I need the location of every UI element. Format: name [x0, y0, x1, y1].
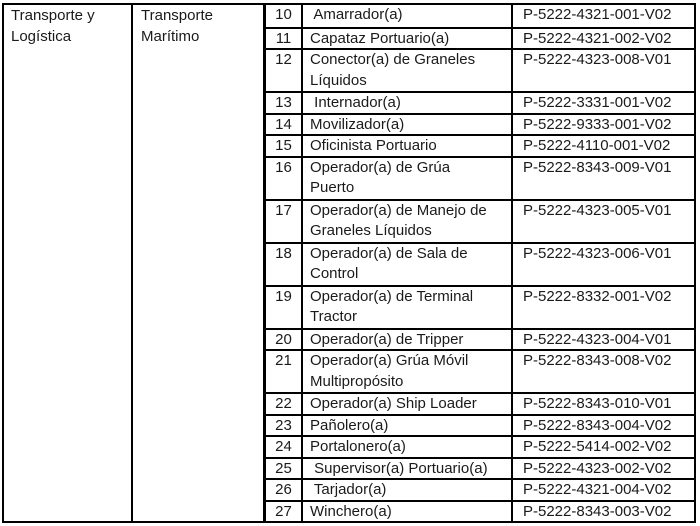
table-row: 11 Capataz Portuario(a) P-5222-4321-002-…: [266, 26, 694, 48]
job-title-cell: Amarrador(a): [303, 5, 513, 27]
row-number-cell: 10: [266, 5, 303, 27]
row-number-cell: 19: [266, 286, 303, 328]
code-cell: P-5222-8332-001-V02: [523, 287, 672, 305]
row-number-cell: 25: [266, 458, 303, 478]
table-row: 27 Winchero(a) P-5222-8343-003-V02: [266, 499, 694, 521]
job-title-cell: Operador(a) de Grúa Puerto: [303, 157, 513, 199]
row-number-cell: 24: [266, 437, 303, 457]
row-number-cell: 14: [266, 114, 303, 134]
code-cell: P-5222-9333-001-V02: [523, 115, 672, 133]
row-number-cell: 15: [266, 136, 303, 156]
row-number-cell: 11: [266, 28, 303, 48]
code-cell: P-5222-4321-002-V02: [523, 29, 672, 47]
job-title-cell: Oficinista Portuario: [303, 136, 513, 156]
code-cell: P-5222-4323-005-V01: [523, 201, 672, 219]
job-title-cell: Supervisor(a) Portuario(a): [303, 458, 513, 478]
code-cell: P-5222-8343-004-V02: [523, 416, 672, 434]
row-number-cell: 20: [266, 329, 303, 349]
job-title-cell: Operador(a) de Tripper: [303, 329, 513, 349]
table-row: 25 Supervisor(a) Portuario(a) P-5222-432…: [266, 456, 694, 478]
sector-cell: Transporte y Logística: [4, 5, 133, 521]
job-title-cell: Conector(a) de Graneles Líquidos: [303, 50, 513, 91]
row-number-cell: 23: [266, 415, 303, 435]
table-row: 21 Operador(a) Grúa Móvil Multipropósito…: [266, 349, 694, 392]
table-row: 22 Operador(a) Ship Loader P-5222-8343-0…: [266, 392, 694, 414]
row-number-cell: 17: [266, 200, 303, 242]
table-row: 12 Conector(a) de Graneles Líquidos P-52…: [266, 48, 694, 91]
code-cell: P-5222-3331-001-V02: [523, 94, 672, 111]
row-number-cell: 27: [266, 501, 303, 521]
code-cell: P-5222-4321-001-V02: [523, 6, 672, 23]
code-cell: P-5222-5414-002-V02: [523, 438, 672, 455]
row-number-cell: 26: [266, 480, 303, 500]
row-number-cell: 18: [266, 243, 303, 285]
code-cell: P-5222-4323-004-V01: [523, 330, 672, 348]
row-number-cell: 22: [266, 394, 303, 414]
table-row: 20 Operador(a) de Tripper P-5222-4323-00…: [266, 327, 694, 349]
code-cell: P-5222-8343-003-V02: [523, 502, 672, 520]
code-cell: P-5222-4323-002-V02: [523, 459, 672, 477]
job-title-cell: Movilizador(a): [303, 114, 513, 134]
table-row: 19 Operador(a) de Terminal Tractor P-522…: [266, 284, 694, 328]
job-title-cell: Operador(a) de Manejo de Graneles Líquid…: [303, 200, 513, 242]
code-cell: P-5222-4110-001-V02: [523, 137, 671, 154]
job-title-cell: Winchero(a): [303, 501, 513, 521]
subsector-cell: Transporte Marítimo: [133, 5, 266, 521]
table-row: 15 Oficinista Portuario P-5222-4110-001-…: [266, 134, 694, 156]
job-title-cell: Operador(a) Grúa Móvil Multipropósito: [303, 351, 513, 392]
table-row: 24 Portalonero(a) P-5222-5414-002-V02: [266, 435, 694, 457]
code-cell: P-5222-4321-004-V02: [523, 481, 672, 498]
table-row: 13 Internador(a) P-5222-3331-001-V02: [266, 91, 694, 113]
classification-table: Transporte y Logística Transporte Maríti…: [2, 3, 696, 523]
job-title-cell: Portalonero(a): [303, 437, 513, 457]
code-cell: P-5222-4323-008-V01: [523, 51, 672, 68]
table-row: 16 Operador(a) de Grúa Puerto P-5222-834…: [266, 155, 694, 199]
table-row: 23 Pañolero(a) P-5222-8343-004-V02: [266, 413, 694, 435]
table-row: 18 Operador(a) de Sala de Control P-5222…: [266, 241, 694, 285]
job-title-cell: Pañolero(a): [303, 415, 513, 435]
code-cell: P-5222-4323-006-V01: [523, 244, 672, 262]
code-cell: P-5222-8343-010-V01: [523, 395, 672, 412]
row-number-cell: 21: [266, 351, 303, 392]
occupation-rows: 10 Amarrador(a) P-5222-4321-001-V02 11 C…: [266, 5, 694, 521]
job-title-cell: Operador(a) de Sala de Control: [303, 243, 513, 285]
job-title-cell: Capataz Portuario(a): [303, 28, 513, 48]
table-row: 26 Tarjador(a) P-5222-4321-004-V02: [266, 478, 694, 500]
table-row: 10 Amarrador(a) P-5222-4321-001-V02: [266, 5, 694, 27]
table-row: 17 Operador(a) de Manejo de Graneles Líq…: [266, 198, 694, 242]
row-number-cell: 12: [266, 50, 303, 91]
job-title-cell: Operador(a) Ship Loader: [303, 394, 513, 414]
code-cell: P-5222-8343-009-V01: [523, 158, 672, 176]
job-title-cell: Internador(a): [303, 93, 513, 113]
job-title-cell: Operador(a) de Terminal Tractor: [303, 286, 513, 328]
row-number-cell: 13: [266, 93, 303, 113]
table-row: 14 Movilizador(a) P-5222-9333-001-V02: [266, 112, 694, 134]
code-cell: P-5222-8343-008-V02: [523, 352, 672, 369]
row-number-cell: 16: [266, 157, 303, 199]
job-title-cell: Tarjador(a): [303, 480, 513, 500]
